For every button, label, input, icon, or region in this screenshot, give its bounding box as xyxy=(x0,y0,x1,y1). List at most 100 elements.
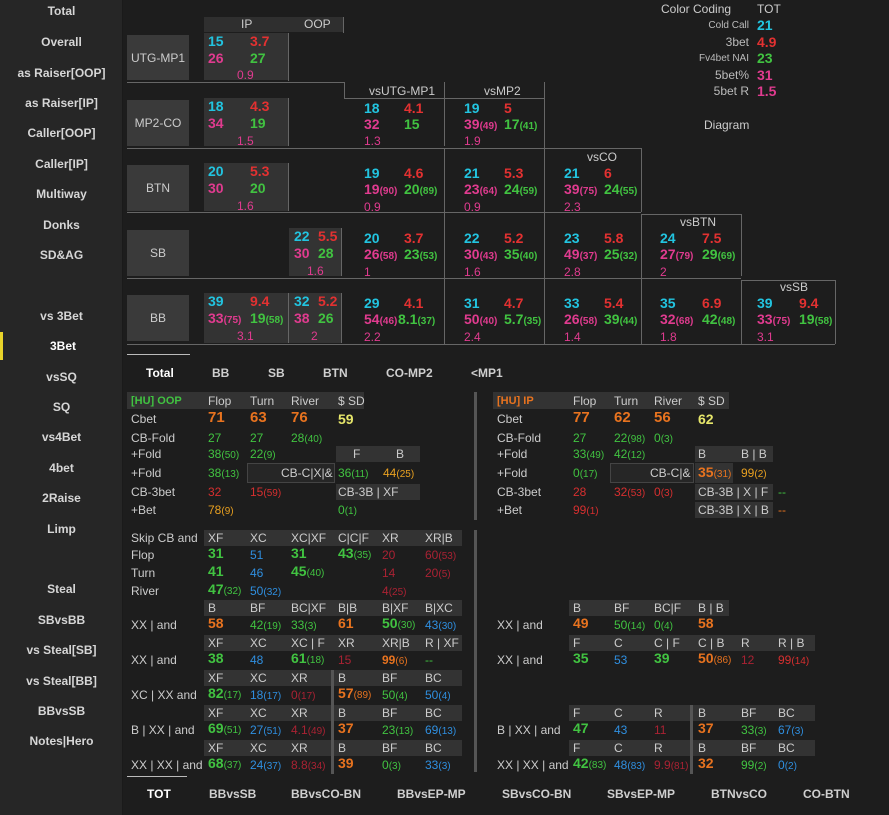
rxxxx-h-bf: BF xyxy=(741,741,757,755)
sidebar-item-limp[interactable]: Limp xyxy=(47,522,76,536)
sidebar-item-as-raiser-oop[interactable]: as Raiser[OOP] xyxy=(17,66,106,80)
bb-vsbtn-5betr: 1.8 xyxy=(660,330,677,344)
bottom-tab-tot[interactable]: TOT xyxy=(147,787,171,801)
sidebar-item-donks[interactable]: Donks xyxy=(43,218,80,232)
bottom-tab-sbvsco-bn[interactable]: SBvsCO-BN xyxy=(502,787,572,801)
xx2-xf: 38 xyxy=(208,650,224,666)
sidebar-item-sq[interactable]: SQ xyxy=(52,400,71,414)
sidebar-item-total[interactable]: Total xyxy=(47,4,76,18)
vs-sb-header: vsSB xyxy=(780,280,809,294)
tab-co-mp2[interactable]: CO-MP2 xyxy=(386,366,433,380)
bottom-tab-bbvsco-bn[interactable]: BBvsCO-BN xyxy=(291,787,362,801)
xx1-bb: 61 xyxy=(338,615,354,631)
bb-oop-3bet: 5.2 xyxy=(318,293,338,309)
xc-h-xc: XC xyxy=(250,671,267,685)
sidebar-item-bbvssb[interactable]: BBvsSB xyxy=(37,704,86,718)
tab-mp1[interactable]: <MP1 xyxy=(471,366,503,380)
sidebar-item-vs-3bet[interactable]: vs 3Bet xyxy=(40,309,83,323)
sidebar-item-vs-steal-bb[interactable]: vs Steal[BB] xyxy=(26,674,97,688)
sidebar-item-sd-ag[interactable]: SD&AG xyxy=(39,248,84,262)
mp2co-vsutg-3bet: 4.1 xyxy=(404,100,424,116)
ip-h-river: River xyxy=(654,394,683,408)
row-label-mp2-co[interactable]: MP2-CO xyxy=(127,100,189,146)
oop-cbfold-flop: 27 xyxy=(208,431,222,445)
xxxx-h-bc: BC xyxy=(425,741,442,755)
tab-btn[interactable]: BTN xyxy=(323,366,348,380)
btn-vsutg-fv4bet: 19(90) xyxy=(364,181,398,197)
skip-h-xc: XC xyxy=(250,531,267,545)
sidebar-item-as-raiser-ip[interactable]: as Raiser[IP] xyxy=(25,96,98,110)
xx1-bf: 42(19) xyxy=(250,618,282,632)
oop-cbcx-f: 36(11) xyxy=(338,466,369,480)
bottom-tab-bbvsep-mp[interactable]: BBvsEP-MP xyxy=(397,787,466,801)
sidebar-item-4bet[interactable]: 4bet xyxy=(49,461,74,475)
rxx2-h-cb: C | B xyxy=(698,636,725,650)
bottom-tab-co-btn[interactable]: CO-BTN xyxy=(803,787,850,801)
bxx-bf: 23(13) xyxy=(382,723,414,737)
xxxx-h-xf: XF xyxy=(208,741,224,755)
xc-bc: 50(4) xyxy=(425,688,451,702)
legend-5bet-label: 5bet% xyxy=(714,68,749,82)
sidebar-item-vs4bet[interactable]: vs4Bet xyxy=(41,430,82,444)
sidebar-item-3bet[interactable]: 3Bet xyxy=(0,332,123,360)
xx1-bcxf: 33(3) xyxy=(291,618,317,632)
skip-flop-ccf: 43(35) xyxy=(338,545,372,561)
ip-cbfold-river: 0(3) xyxy=(654,431,673,445)
bb-oop-5betr: 2 xyxy=(311,329,318,343)
xc-h-bf: BF xyxy=(382,671,398,685)
sb-vsutg-5bet: 23(53) xyxy=(404,246,438,262)
legend-5betr-label: 5bet R xyxy=(713,84,749,98)
bb-vssb-5bet: 19(58) xyxy=(799,311,833,327)
xc-bf: 50(4) xyxy=(382,688,408,702)
btn-vsco-3bet: 6 xyxy=(604,165,612,181)
tab-bb[interactable]: BB xyxy=(212,366,230,380)
ip-cbet-sd: 62 xyxy=(698,411,714,427)
tab-sb[interactable]: SB xyxy=(268,366,285,380)
rbxx-c: 43 xyxy=(614,723,628,737)
rbxx-h-bc: BC xyxy=(778,706,795,720)
sidebar-item-multiway[interactable]: Multiway xyxy=(36,187,87,201)
ip-cbet-turn: 62 xyxy=(614,409,631,426)
oop-cbcx-label: CB-C|X|& xyxy=(281,466,333,480)
rbxx-b: 37 xyxy=(698,720,714,736)
utg-ip-coldcall: 15 xyxy=(208,33,224,49)
diagram-link[interactable]: Diagram xyxy=(704,118,750,132)
row-label-bb[interactable]: BB xyxy=(127,295,189,341)
bottom-tab-btnvsco[interactable]: BTNvsCO xyxy=(711,787,768,801)
tab-total[interactable]: Total xyxy=(146,366,174,380)
xx1-h-bf: BF xyxy=(250,601,266,615)
row-label-btn[interactable]: BTN xyxy=(127,165,189,211)
rxx2-h-rb: R | B xyxy=(778,636,805,650)
xxxx-b: 39 xyxy=(338,755,354,771)
oop-f-header: F xyxy=(353,447,361,461)
sidebar-item-overall[interactable]: Overall xyxy=(41,35,82,49)
xc-h-b: B xyxy=(338,671,347,685)
skip-turn-xr: 14 xyxy=(382,566,396,580)
bb-ip-5bet: 19(58) xyxy=(250,310,284,326)
ip-cb3b-xf-value: -- xyxy=(778,485,786,499)
row-label-sb[interactable]: SB xyxy=(127,230,189,276)
sidebar-item-2raise[interactable]: 2Raise xyxy=(42,491,81,505)
sidebar-item-caller-ip[interactable]: Caller[IP] xyxy=(35,157,88,171)
bottom-tab-sbvsep-mp[interactable]: SBvsEP-MP xyxy=(607,787,676,801)
bottom-tab-bbvssb[interactable]: BBvsSB xyxy=(209,787,257,801)
sidebar-item-vs-steal-sb[interactable]: vs Steal[SB] xyxy=(26,643,97,657)
sidebar-item-sbvsbb[interactable]: SBvsBB xyxy=(37,613,86,627)
mp2co-vsutg-5betr: 1.3 xyxy=(364,134,381,148)
sidebar-item-steal[interactable]: Steal xyxy=(47,582,76,596)
ip-cbfold-turn: 22(98) xyxy=(614,431,646,445)
skip-river-label: River xyxy=(131,584,160,598)
mp2co-vsutg-coldcall: 18 xyxy=(364,100,380,116)
bb-vsbtn-5bet: 42(48) xyxy=(702,311,736,327)
sidebar-item-vssq[interactable]: vsSQ xyxy=(46,370,77,384)
ip-cb3bet-turn: 32(53) xyxy=(614,485,646,499)
bb-vsbtn-coldcall: 35 xyxy=(660,295,676,311)
rxx2-h-r: R xyxy=(741,636,750,650)
row-label-utg-mp1[interactable]: UTG-MP1 xyxy=(127,35,189,80)
rxx2-cb: 50(86) xyxy=(698,650,732,666)
sidebar-item-notes-hero[interactable]: Notes|Hero xyxy=(29,734,94,748)
legend-3bet-label: 3bet xyxy=(725,35,749,49)
skip-flop-xcxf: 31 xyxy=(291,545,307,561)
sidebar-item-caller-oop[interactable]: Caller[OOP] xyxy=(27,126,96,140)
skip-turn-xf: 41 xyxy=(208,563,224,579)
